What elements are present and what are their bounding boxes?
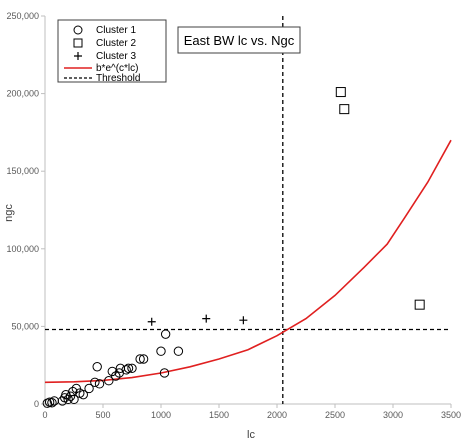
x-axis-title: lc (247, 429, 255, 441)
cluster-1-point (159, 368, 170, 378)
cluster-1-point (111, 371, 121, 381)
cluster-1-point (115, 363, 126, 374)
legend-marker-cluster-1 (73, 25, 83, 35)
y-tick-label: 100,000 (6, 244, 39, 254)
cluster-1-point (65, 391, 76, 401)
cluster-2-point (339, 104, 350, 115)
x-tick-label: 500 (95, 410, 110, 420)
x-tick-label: 3500 (441, 410, 461, 420)
legend-label-cluster-1: Cluster 1 (96, 25, 136, 36)
cluster-2-point (335, 87, 346, 98)
chart-title: East BW lc vs. Ngc (184, 33, 295, 48)
cluster-1-point (78, 389, 88, 400)
x-tick-label: 0 (42, 410, 47, 420)
cluster-1-point (156, 346, 166, 356)
legend-marker-cluster-2 (73, 38, 83, 48)
cluster-1-point (173, 346, 184, 356)
cluster-1-point (123, 363, 134, 374)
x-tick-label: 3000 (383, 410, 403, 420)
y-tick-label: 200,000 (6, 89, 39, 99)
cluster-3-point (239, 316, 248, 325)
x-tick-label: 2500 (325, 410, 345, 420)
points-layer (42, 87, 425, 408)
cluster-1-point (138, 354, 149, 364)
x-axis: 0 500 1000 1500 2000 2500 3000 3500 (42, 404, 461, 420)
legend-frame (57, 19, 167, 83)
y-tick-label: 250,000 (6, 11, 39, 21)
chart-title-box: East BW lc vs. Ngc (177, 26, 301, 54)
x-tick-label: 2000 (267, 410, 287, 420)
y-tick-label: 150,000 (6, 166, 39, 176)
cluster-1-point (63, 394, 73, 405)
cluster-1-point (84, 383, 94, 394)
legend-label-cluster-3: Cluster 3 (96, 51, 136, 62)
plot-area (44, 16, 451, 405)
fit-curve-line (44, 139, 452, 384)
legend-label-cluster-2: Cluster 2 (96, 38, 136, 49)
cluster-2-point (414, 299, 425, 310)
legend-label-threshold: Threshold (96, 73, 140, 84)
cluster-1-point (68, 386, 78, 397)
y-tick-label: 0 (34, 399, 39, 409)
cluster-1-point (107, 366, 117, 377)
threshold-lines (45, 16, 451, 404)
cluster-1-point (121, 365, 131, 375)
cluster-1-point (94, 379, 105, 389)
cluster-1-point (69, 394, 79, 405)
legend-marker-cluster-3 (74, 52, 82, 60)
legend: Cluster 1 Cluster 2 Cluster 3 b*e^(c*lc)… (57, 19, 167, 84)
cluster-1-point (42, 398, 53, 408)
cluster-3-point (202, 314, 211, 323)
legend-label-curve: b*e^(c*lc) (96, 63, 138, 74)
x-tick-label: 1500 (209, 410, 229, 420)
y-tick-label: 50,000 (11, 321, 39, 331)
curve-layer (44, 139, 452, 384)
cluster-1-point (47, 398, 57, 408)
cluster-3-point (147, 317, 156, 326)
x-tick-label: 1000 (151, 410, 171, 420)
y-axis-title: ngc (3, 204, 15, 222)
cluster-1-point (127, 363, 137, 374)
y-axis: 0 50,000 100,000 150,000 200,000 250,000 (6, 11, 45, 409)
cluster-1-point (90, 377, 100, 387)
cluster-1-point (160, 329, 171, 339)
cluster-1-point (92, 362, 102, 372)
cluster-1-point (104, 376, 114, 386)
cluster-1-point (135, 354, 145, 364)
cluster-1-point (71, 383, 82, 394)
